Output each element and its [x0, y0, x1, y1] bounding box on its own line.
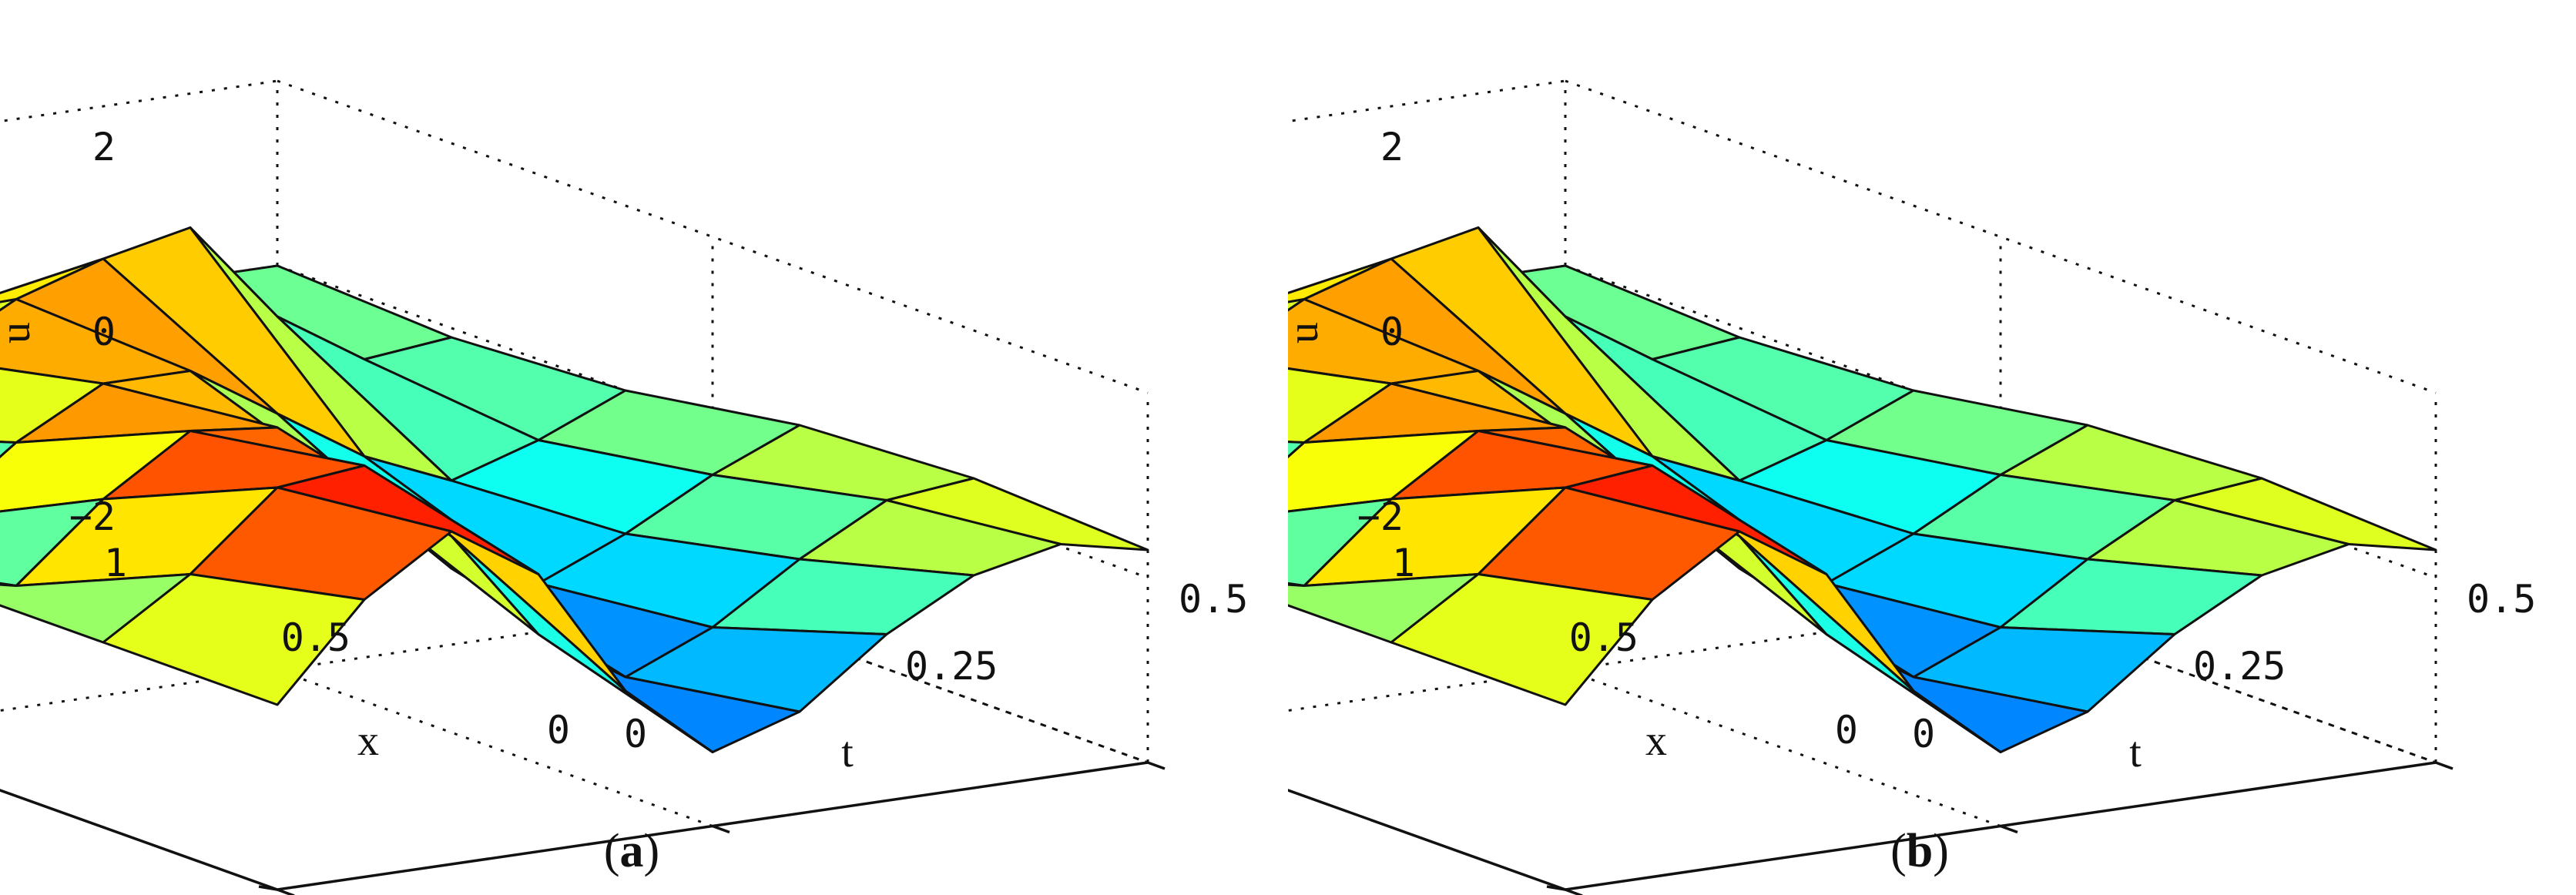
z-tick-label: 2	[92, 125, 116, 169]
t-axis-label: t	[841, 729, 854, 776]
axis-line	[258, 885, 278, 891]
x-tick-label: 1	[1392, 541, 1415, 585]
t-tick-label: 0	[624, 712, 647, 756]
axis-line	[1288, 789, 1566, 891]
z-tick-label: 0	[1380, 310, 1404, 354]
grid-line	[0, 79, 278, 123]
z-tick-label: 2	[1380, 125, 1404, 169]
x-tick-label: 0	[1835, 708, 1858, 753]
axis-line	[2000, 824, 2018, 834]
grid-line	[1288, 79, 1566, 123]
axis-line	[1546, 885, 1566, 891]
axis-line	[277, 888, 295, 895]
x-tick-label: 0.5	[1569, 615, 1639, 660]
z-axis-label: u	[0, 322, 39, 344]
surface-mesh	[1288, 226, 2437, 753]
x-axis-label: x	[357, 717, 379, 765]
surface-patch	[1390, 573, 1654, 706]
t-tick-label: 0.25	[2193, 644, 2286, 689]
x-tick-label: 0	[547, 708, 570, 753]
surface-plot-b-svg: −2 0 2 1 0.5 0 0 0.25 0.5 u x t (b)	[1288, 79, 2536, 895]
t-tick-label: 0	[1912, 712, 1935, 756]
surface-plot-a-svg: −2 0 2 1 0.5 0 0 0.25 0.5 u x t (a)	[0, 79, 1248, 895]
axis-line	[2435, 761, 2454, 770]
z-tick-label: −2	[69, 494, 116, 539]
x-tick-label: 0.5	[281, 615, 351, 660]
caption-open: (	[604, 825, 620, 877]
caption-letter: a	[620, 825, 644, 877]
axis-line	[0, 789, 278, 891]
x-tick-label: 1	[104, 541, 127, 585]
axis-line	[1565, 888, 1583, 895]
axis-line	[712, 824, 730, 834]
surface-mesh	[0, 226, 1149, 753]
panel-caption: (a)	[604, 825, 659, 877]
caption-letter: b	[1907, 825, 1933, 877]
z-tick-label: −2	[1357, 494, 1404, 539]
caption-open: (	[1890, 825, 1907, 877]
surface-plot-a: −2 0 2 1 0.5 0 0 0.25 0.5 u x t (a)	[0, 79, 1248, 895]
x-axis-label: x	[1645, 717, 1667, 765]
t-tick-label: 0.5	[2467, 577, 2536, 622]
axis-line	[1147, 761, 1166, 770]
panel-caption: (b)	[1890, 825, 1949, 877]
surface-patch	[102, 573, 366, 706]
axes-lines	[1288, 761, 2454, 895]
caption-close: )	[644, 825, 660, 877]
t-tick-label: 0.25	[905, 644, 998, 689]
t-axis-label: t	[2129, 729, 2142, 776]
z-axis-label: u	[1288, 322, 1327, 344]
caption-close: )	[1933, 825, 1949, 877]
t-tick-label: 0.5	[1179, 577, 1248, 622]
z-tick-label: 0	[92, 310, 116, 354]
surface-plot-b: −2 0 2 1 0.5 0 0 0.25 0.5 u x t (b)	[1288, 0, 2576, 895]
